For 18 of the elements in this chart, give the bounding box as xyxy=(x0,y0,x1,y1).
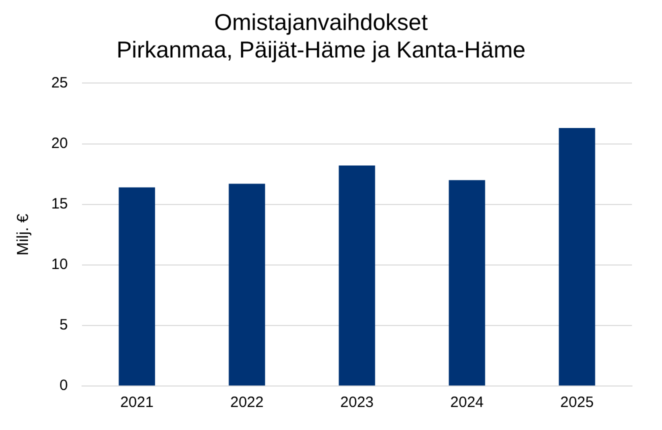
bar xyxy=(118,187,156,386)
x-tick-label: 2021 xyxy=(120,394,154,412)
chart-title: Omistajanvaihdokset Pirkanmaa, Päijät-Häme ja Kanta-Häme xyxy=(116,9,526,63)
y-tick-label: 10 xyxy=(51,256,68,274)
y-tick-label: 5 xyxy=(60,316,68,334)
y-tick-label: 15 xyxy=(51,195,68,212)
x-tick-label: 2022 xyxy=(230,394,264,412)
y-tick-label: 20 xyxy=(51,134,68,152)
x-tick-label: 2023 xyxy=(340,394,374,412)
bar xyxy=(338,166,376,386)
y-tick-label: 25 xyxy=(51,74,68,92)
y-tick-label: 0 xyxy=(60,377,68,394)
bar xyxy=(448,180,486,386)
x-tick-label: 2025 xyxy=(560,394,594,412)
x-tick-label: 2024 xyxy=(450,394,484,412)
bar xyxy=(228,184,266,386)
bar xyxy=(558,128,596,386)
y-axis-title: Milj. € xyxy=(15,214,32,256)
